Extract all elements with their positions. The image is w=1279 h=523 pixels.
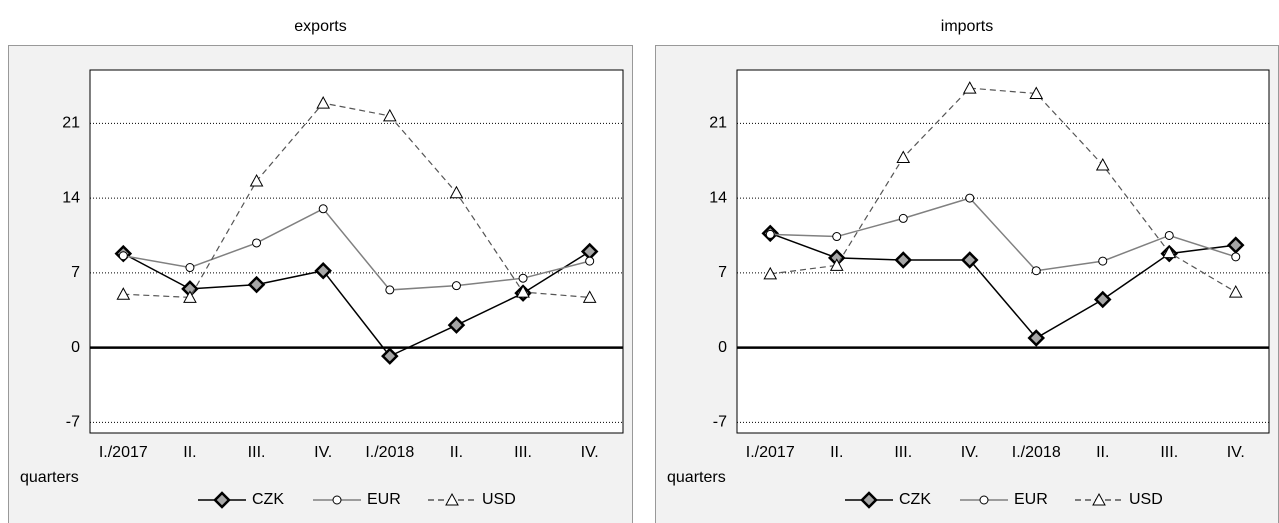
marker xyxy=(1092,492,1106,506)
series-line xyxy=(123,102,590,299)
marker xyxy=(894,251,913,269)
y-tick-label: 0 xyxy=(718,339,727,356)
marker xyxy=(965,193,975,203)
marker xyxy=(1093,290,1112,309)
marker xyxy=(116,287,131,300)
marker xyxy=(763,266,778,280)
x-tick-label: III. xyxy=(248,444,266,461)
series-line xyxy=(123,207,590,291)
marker xyxy=(1031,266,1041,276)
marker xyxy=(1095,157,1110,171)
marker xyxy=(185,263,195,273)
chart-title: exports xyxy=(294,18,346,35)
marker xyxy=(385,285,395,295)
x-tick-label: II. xyxy=(450,444,463,461)
marker xyxy=(118,251,128,261)
x-tick-label: I./2018 xyxy=(1012,444,1061,461)
marker xyxy=(1027,329,1046,347)
series-line xyxy=(122,250,591,358)
y-tick-label: -7 xyxy=(66,414,80,431)
x-tick-label: I./2017 xyxy=(746,444,795,461)
marker xyxy=(445,492,459,506)
x-axis-label: quarters xyxy=(667,469,726,486)
marker xyxy=(247,275,266,294)
marker xyxy=(213,491,231,509)
y-tick-label: 14 xyxy=(709,189,727,206)
y-tick-label: 7 xyxy=(71,264,80,281)
marker xyxy=(183,290,197,303)
marker xyxy=(316,96,331,109)
y-tick-label: 7 xyxy=(718,264,727,281)
marker xyxy=(832,232,842,242)
x-axis-label: quarters xyxy=(20,469,79,486)
marker xyxy=(898,213,908,223)
x-tick-label: III. xyxy=(1160,444,1178,461)
y-tick-label: 21 xyxy=(62,115,80,132)
y-tick-label: -7 xyxy=(713,414,727,431)
marker xyxy=(518,273,528,283)
legend-label: USD xyxy=(1129,491,1163,508)
series-line xyxy=(770,87,1237,293)
marker xyxy=(1226,236,1245,254)
y-tick-label: 21 xyxy=(709,115,727,132)
marker xyxy=(447,316,466,334)
marker xyxy=(382,108,397,122)
marker xyxy=(829,258,844,271)
marker xyxy=(1164,230,1174,240)
marker xyxy=(585,256,595,266)
x-tick-label: IV. xyxy=(961,444,979,461)
series-line xyxy=(770,197,1236,272)
legend-label: USD xyxy=(482,491,516,508)
marker xyxy=(252,238,262,248)
marker xyxy=(1162,245,1177,259)
legend-label: EUR xyxy=(367,491,401,508)
marker xyxy=(896,150,911,164)
marker xyxy=(960,251,979,269)
x-tick-label: IV. xyxy=(314,444,332,461)
x-tick-label: I./2017 xyxy=(99,444,148,461)
marker xyxy=(860,491,878,509)
x-tick-label: II. xyxy=(183,444,196,461)
marker xyxy=(449,185,464,199)
x-tick-label: II. xyxy=(830,444,843,461)
marker xyxy=(451,281,461,291)
marker xyxy=(582,290,597,303)
marker xyxy=(1231,252,1241,262)
legend-label: CZK xyxy=(252,491,284,508)
chart-title: imports xyxy=(941,18,993,35)
marker xyxy=(314,261,332,280)
marker xyxy=(979,495,989,505)
x-tick-label: I./2018 xyxy=(365,444,414,461)
x-tick-label: III. xyxy=(514,444,532,461)
x-tick-label: IV. xyxy=(1227,444,1245,461)
x-tick-label: IV. xyxy=(581,444,599,461)
x-tick-label: II. xyxy=(1096,444,1109,461)
marker xyxy=(249,173,264,187)
marker xyxy=(318,204,328,214)
x-tick-label: III. xyxy=(894,444,912,461)
marker xyxy=(962,81,977,94)
plot-area xyxy=(89,69,624,434)
marker xyxy=(1029,86,1044,99)
marker xyxy=(381,347,399,365)
series-line xyxy=(769,232,1236,339)
marker xyxy=(765,229,775,239)
marker xyxy=(1228,285,1243,298)
y-tick-label: 0 xyxy=(71,339,80,356)
marker xyxy=(516,285,530,298)
legend-label: EUR xyxy=(1014,491,1048,508)
y-tick-label: 14 xyxy=(62,189,80,206)
legend-label: CZK xyxy=(899,491,931,508)
marker xyxy=(332,495,342,505)
marker xyxy=(1098,256,1108,266)
